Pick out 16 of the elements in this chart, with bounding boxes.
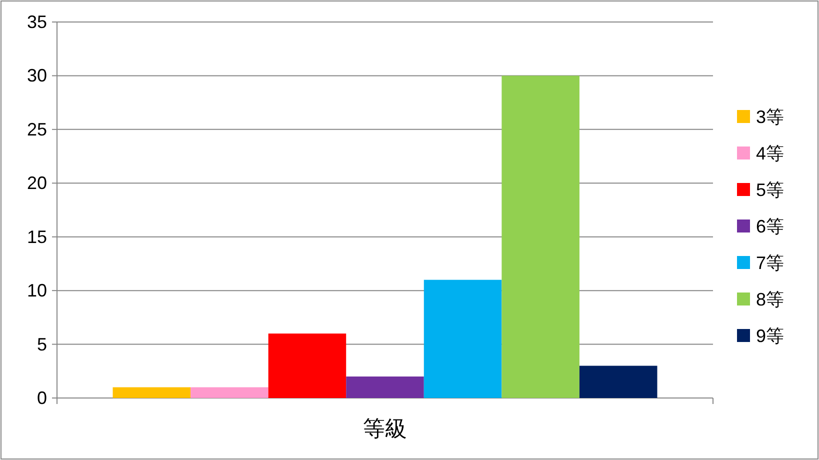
y-tick-label: 15 bbox=[26, 226, 47, 247]
legend-label: 9等 bbox=[756, 326, 784, 346]
y-tick-label: 30 bbox=[26, 66, 47, 86]
y-tick-label: 20 bbox=[26, 173, 47, 194]
legend-label: 4等 bbox=[756, 144, 784, 164]
y-tick-label: 5 bbox=[36, 334, 47, 354]
y-tick-label: 0 bbox=[36, 388, 47, 408]
y-tick-label: 25 bbox=[26, 119, 47, 140]
legend-label: 6等 bbox=[756, 216, 784, 236]
legend-label: 5等 bbox=[756, 180, 784, 200]
legend-label: 8等 bbox=[756, 290, 784, 310]
y-tick-label: 35 bbox=[26, 12, 47, 32]
y-tick-label: 10 bbox=[26, 280, 47, 301]
legend-label: 3等 bbox=[756, 107, 784, 127]
legend-label: 7等 bbox=[756, 253, 784, 273]
x-tick-label: 等級 bbox=[363, 416, 407, 441]
